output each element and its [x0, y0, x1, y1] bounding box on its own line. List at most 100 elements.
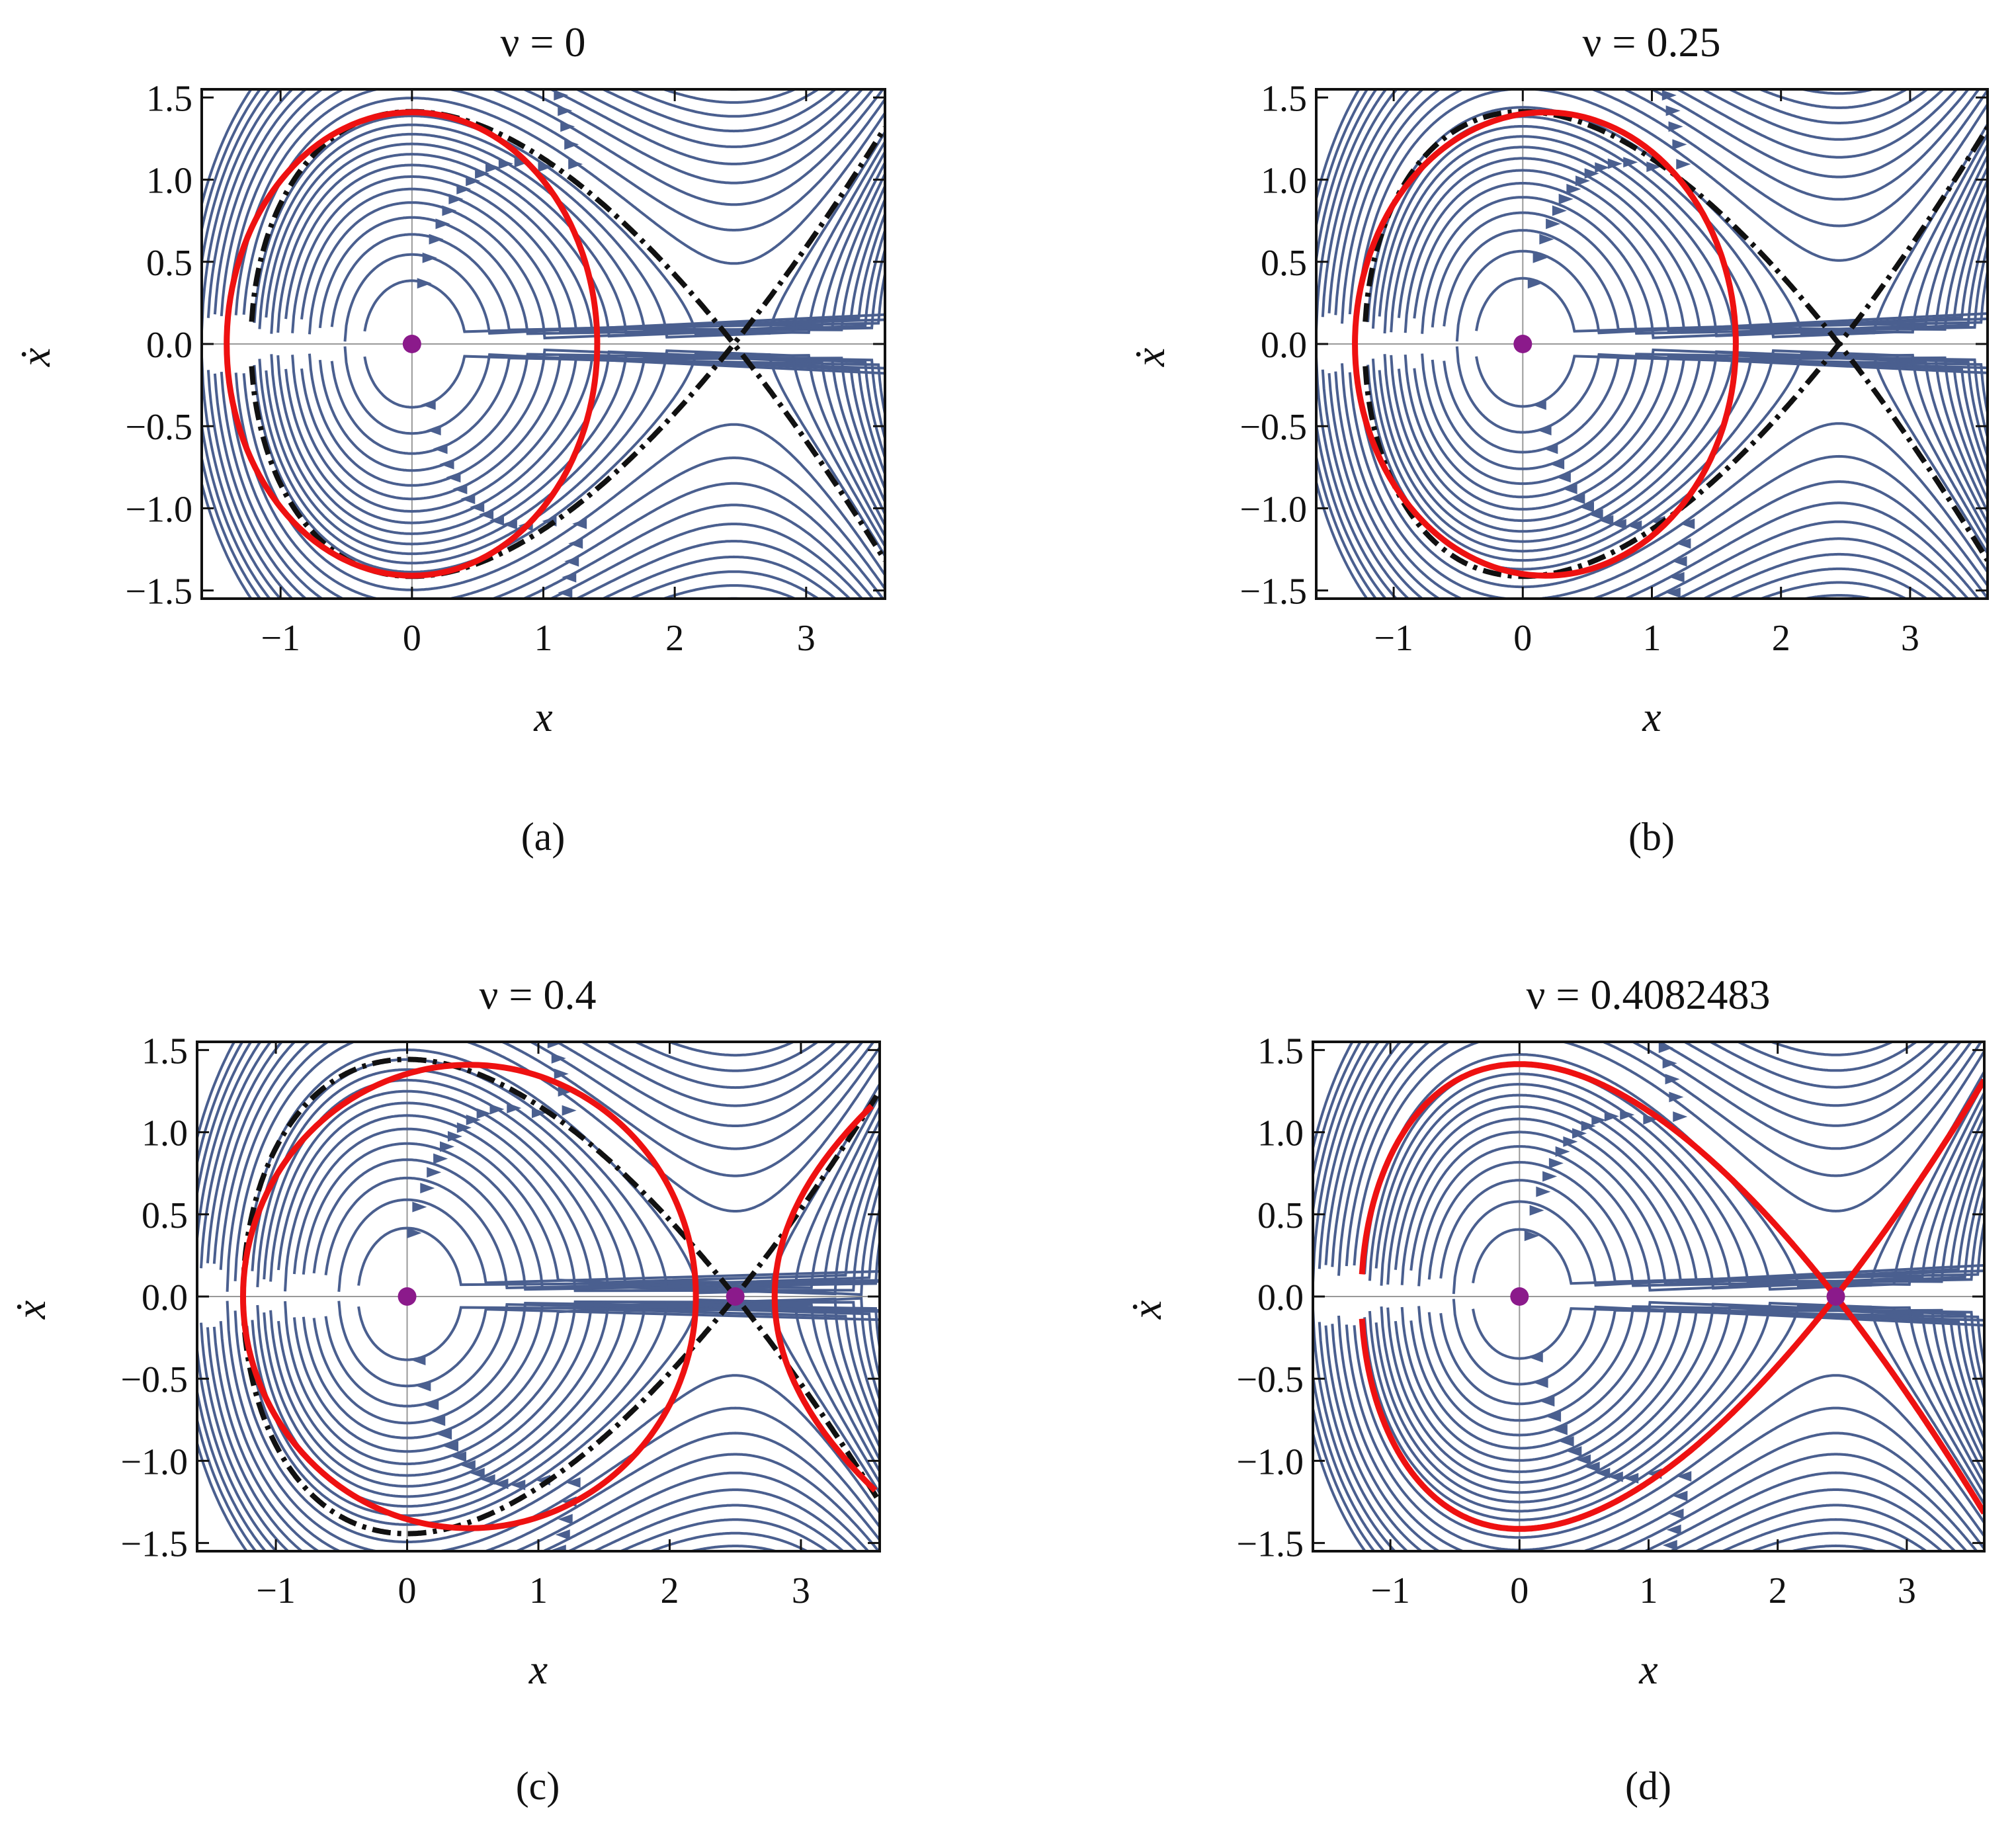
stream-arrow [1643, 1114, 1658, 1125]
streamline [200, 1042, 837, 1269]
stream-arrow [1663, 601, 1678, 612]
separatrix-dashed [240, 1292, 880, 1537]
streamline [269, 1297, 880, 1488]
fixed-point [1826, 1287, 1845, 1306]
stream-arrow [498, 158, 513, 169]
stream-arrow [1546, 1411, 1562, 1422]
stream-arrow [1588, 509, 1603, 520]
streamline [1427, 1160, 1984, 1287]
stream-arrow [1570, 493, 1585, 505]
x-tick-label: 0 [1513, 618, 1532, 659]
red-trajectory [1359, 1061, 1984, 1302]
streamline [1316, 415, 1929, 599]
streamline [1386, 1302, 1984, 1484]
stream-arrow [1550, 458, 1565, 470]
x-tick-label: 1 [1640, 1570, 1658, 1611]
stream-arrow [480, 1474, 495, 1485]
stream-arrow [1546, 218, 1561, 230]
streamline [206, 370, 852, 599]
x-axis-label: x [1642, 693, 1661, 740]
streamline [1378, 125, 1988, 334]
x-tick-label: 2 [665, 618, 684, 659]
streamline [302, 1302, 880, 1439]
stream-arrow [417, 278, 432, 289]
streamline [197, 1384, 830, 1551]
stream-arrow [420, 1183, 435, 1194]
streamline [1427, 1305, 1984, 1422]
stream-arrow [439, 458, 454, 470]
panel-d: −1 0 1 2 3 −1.5 −1.0 −0.5 0.0 0.5 1.0 1.5 ν = 0.4082… [1123, 971, 1986, 1808]
stream-arrow [1527, 278, 1542, 289]
streamline [202, 357, 838, 599]
stream-arrow [1556, 472, 1571, 483]
streamline [233, 1042, 880, 1281]
stream-arrow [1662, 1058, 1677, 1069]
streamlines [1313, 1029, 1984, 1551]
y-tick-label: 1.0 [1257, 1113, 1304, 1154]
streamline [1345, 1042, 1983, 1267]
stream-arrow [1656, 1029, 1671, 1039]
streamline [1397, 157, 1988, 331]
stream-arrow [466, 175, 481, 187]
stream-arrow [514, 157, 529, 168]
streamline [1316, 89, 1929, 331]
streamline [1383, 352, 1988, 543]
stream-arrow [551, 615, 566, 626]
stream-arrow [448, 193, 464, 204]
stream-arrow [1676, 159, 1691, 170]
streamline [206, 1327, 870, 1551]
y-tick-label: 1.5 [146, 78, 192, 119]
streamline [1316, 357, 1945, 599]
streamline [312, 1158, 880, 1291]
stream-arrow [470, 1468, 485, 1479]
stream-arrow [1676, 538, 1691, 549]
stream-arrow [1658, 1042, 1673, 1053]
stream-arrow [1623, 157, 1638, 168]
streamline [197, 1414, 810, 1551]
stream-arrow [429, 234, 444, 245]
y-tick-label: −1.0 [120, 1441, 188, 1482]
streamline [1334, 89, 1970, 316]
stream-arrow [502, 519, 517, 530]
y-tick-label: 0.0 [1257, 1277, 1304, 1318]
streamline [1404, 169, 1988, 333]
panel-title: ν = 0.25 [1582, 19, 1720, 65]
streamline [1400, 1306, 1984, 1462]
x-tick-label: 0 [403, 618, 421, 659]
x-axis-label: x [533, 693, 552, 740]
panel-a: −1 0 1 2 3 −1.5 −1.0 −0.5 0.0 0.5 1.0 1.5 ν = 0 x ẋ (a) [12, 19, 886, 859]
y-tick-label: 0.5 [1261, 243, 1307, 284]
stream-arrow [551, 76, 566, 87]
y-tick-label: −1.5 [125, 572, 192, 613]
stream-arrow [451, 1451, 466, 1463]
streamline [1371, 349, 1988, 562]
streamline [263, 1078, 880, 1285]
stream-arrow [440, 1141, 455, 1152]
x-axis-label: x [528, 1646, 548, 1693]
streamline [1313, 1402, 1910, 1551]
y-tick-label: −1.0 [125, 489, 192, 530]
streamline [1318, 1322, 1957, 1551]
stream-arrow [1672, 556, 1687, 567]
stream-arrow [466, 1114, 481, 1125]
stream-arrow [447, 1130, 462, 1142]
fixed-point [1510, 1287, 1529, 1306]
y-tick-label: 1.5 [1261, 78, 1307, 119]
stream-arrow [551, 1545, 566, 1551]
y-tick-label: −0.5 [1236, 1359, 1304, 1400]
stream-arrow [1584, 168, 1599, 179]
x-tick-label: −1 [261, 618, 300, 659]
streamline [197, 1335, 845, 1551]
stream-arrow [1665, 105, 1681, 116]
y-tick-label: 0.5 [142, 1195, 188, 1236]
stream-arrow [1591, 1115, 1607, 1126]
stream-arrow [1572, 1128, 1587, 1139]
stream-arrow [551, 1052, 566, 1064]
streamline [277, 1101, 880, 1285]
stream-arrow [562, 1105, 577, 1116]
streamline [363, 279, 885, 333]
streamline [292, 1297, 880, 1453]
fixed-point [398, 1287, 417, 1306]
streamline [1313, 1367, 1929, 1551]
stream-arrow [1661, 89, 1677, 101]
